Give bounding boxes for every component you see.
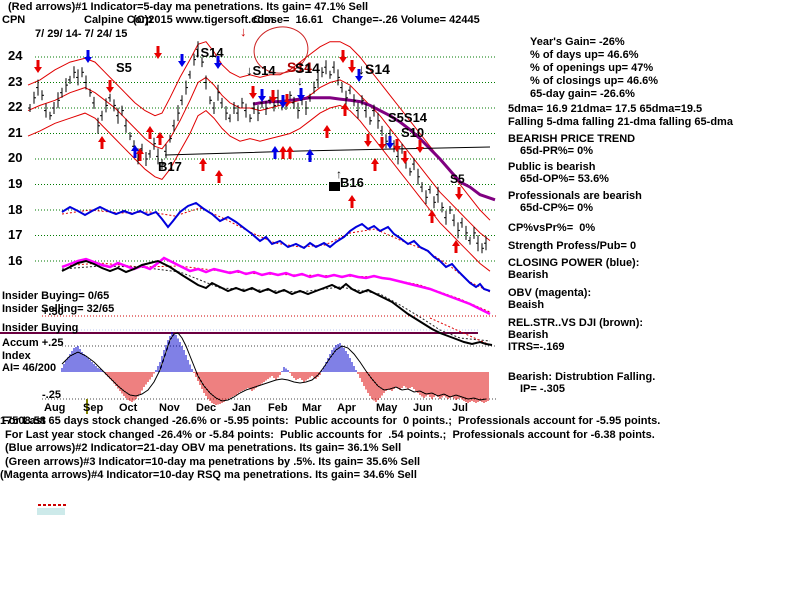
footer-line: For Last year stock changed -26.4% or -5… [5, 429, 655, 441]
change-volume-value: Change=-.26 Volume= 42445 [332, 14, 480, 26]
company-name: Calpine Corp [84, 14, 153, 26]
month-axis-label: Jan [232, 402, 251, 414]
right-panel-line: 65d-CP%= 0% [520, 202, 594, 214]
price-axis-tick: 21 [8, 125, 23, 140]
left-panel-label: Insider Buying= 0/65 [2, 290, 110, 302]
right-panel-line: 65d-OP%= 53.6% [520, 173, 609, 185]
chart-annotation-label: ↓S14 [194, 45, 224, 60]
price-axis-tick: 20 [8, 150, 23, 165]
footer-line: For Last 65 days stock changed -26.6% or… [2, 415, 661, 427]
right-panel-line: BEARISH PRICE TREND [508, 133, 636, 145]
right-panel-line: Falling 5-dma falling 21-dma falling 65-… [508, 116, 733, 128]
chart-annotation-label: S5 [116, 60, 132, 75]
chart-annotation-label: B17 [158, 159, 182, 174]
right-panel-line: Strength Profess/Pub= 0 [508, 240, 637, 252]
chart-annotation-label: S14 [295, 60, 320, 76]
month-axis-label: May [376, 402, 398, 414]
month-axis-label: Nov [159, 402, 180, 414]
chart-annotation-label: S5S14 [388, 110, 428, 125]
left-panel-label: AI= 46/200 [2, 362, 57, 374]
chart-annotation-label: ↑ [336, 167, 342, 181]
price-axis-tick: 19 [8, 176, 23, 191]
right-panel-line: Professionals are bearish [508, 190, 642, 202]
month-axis-label: Sep [83, 402, 104, 414]
right-panel-line: Public is bearish [508, 161, 596, 173]
right-panel-line: Year's Gain= -26% [530, 36, 625, 48]
price-axis-tick: 16 [8, 253, 23, 268]
right-panel-line: % of closings up= 46.6% [530, 75, 659, 87]
chart-annotation-label: B16 [340, 175, 364, 190]
ticker-symbol: CPN [2, 14, 26, 26]
left-panel-label: Insider Selling= 32/65 [2, 303, 115, 315]
chart-annotation-label: ↓S14 [358, 61, 390, 77]
left-panel-label: +.50 [42, 306, 64, 318]
price-axis-tick: 22 [8, 99, 23, 114]
chart-annotation-label: ↓ [297, 74, 303, 88]
month-axis-label: Aug [44, 402, 66, 414]
footer-line: (Green arrows)#3 Indicator=10-day ma pen… [5, 456, 421, 468]
right-panel-line: Beaish [508, 299, 545, 311]
month-axis-label: Mar [302, 402, 322, 414]
right-panel-line: ITRS=-.169 [508, 341, 565, 353]
right-panel-line: CLOSING POWER (blue): [508, 257, 640, 269]
right-panel-line: 5dma= 16.9 21dma= 17.5 65dma=19.5 [508, 103, 703, 115]
price-axis-tick: 24 [8, 48, 23, 63]
left-panel-label: -.25 [42, 389, 61, 401]
chart-annotation-label: S14 [287, 59, 312, 75]
month-axis-label: Dec [196, 402, 217, 414]
price-axis-tick: 18 [8, 202, 23, 217]
indicator1-label: (Red arrows)#1 Indicator=5-day ma penetr… [8, 1, 369, 13]
footer-line: (Magenta arrows)#4 Indicator=10-day RSQ … [0, 469, 417, 481]
price-axis-tick: 17 [8, 227, 23, 242]
right-panel-line: OBV (magenta): [508, 287, 592, 299]
right-panel-line: CP%vsPr%= 0% [508, 222, 596, 234]
right-panel-line: Bearish [508, 329, 549, 341]
month-axis-label: Oct [119, 402, 138, 414]
copyright-label: (C)2015 www.tigersoft.com [133, 14, 274, 26]
month-axis-label: Jun [413, 402, 433, 414]
month-axis-label: Apr [337, 402, 356, 414]
left-panel-label: Accum +.25 [2, 337, 64, 349]
right-panel-line: IP= -.305 [520, 383, 565, 395]
chart-annotation-label: S5 [450, 172, 465, 186]
right-panel-line: 65-day gain= -26.6% [530, 88, 635, 100]
left-panel-label: Insider Buying [2, 322, 79, 334]
right-panel-line: REL.STR..VS DJI (brown): [508, 317, 644, 329]
right-panel-line: Bearish: Distrubtion Falling. [508, 371, 656, 383]
close-value: Close= 16.61 [253, 14, 324, 26]
footer-line: (Blue arrows)#2 Indicator=21-day OBV ma … [5, 442, 402, 454]
right-panel-line: Bearish [508, 269, 549, 281]
price-axis-tick: 23 [8, 74, 23, 89]
date-down-arrow-icon: ↓ [240, 24, 247, 39]
right-panel-line: % of openings up= 47% [530, 62, 654, 74]
right-panel-line: 65d-PR%= 0% [520, 145, 594, 157]
right-panel-line: % of days up= 46.6% [530, 49, 639, 61]
chart-annotation-label: S10 [401, 125, 425, 140]
chart-annotation-label: ↓S14 [246, 63, 276, 78]
month-axis-label: Jul [452, 402, 468, 414]
left-panel-label: Index [2, 350, 31, 362]
date-range-label: 7/ 29/ 14- 7/ 24/ 15 [35, 28, 128, 40]
footer-line: 17508.58 [0, 415, 46, 427]
month-axis-label: Feb [268, 402, 288, 414]
